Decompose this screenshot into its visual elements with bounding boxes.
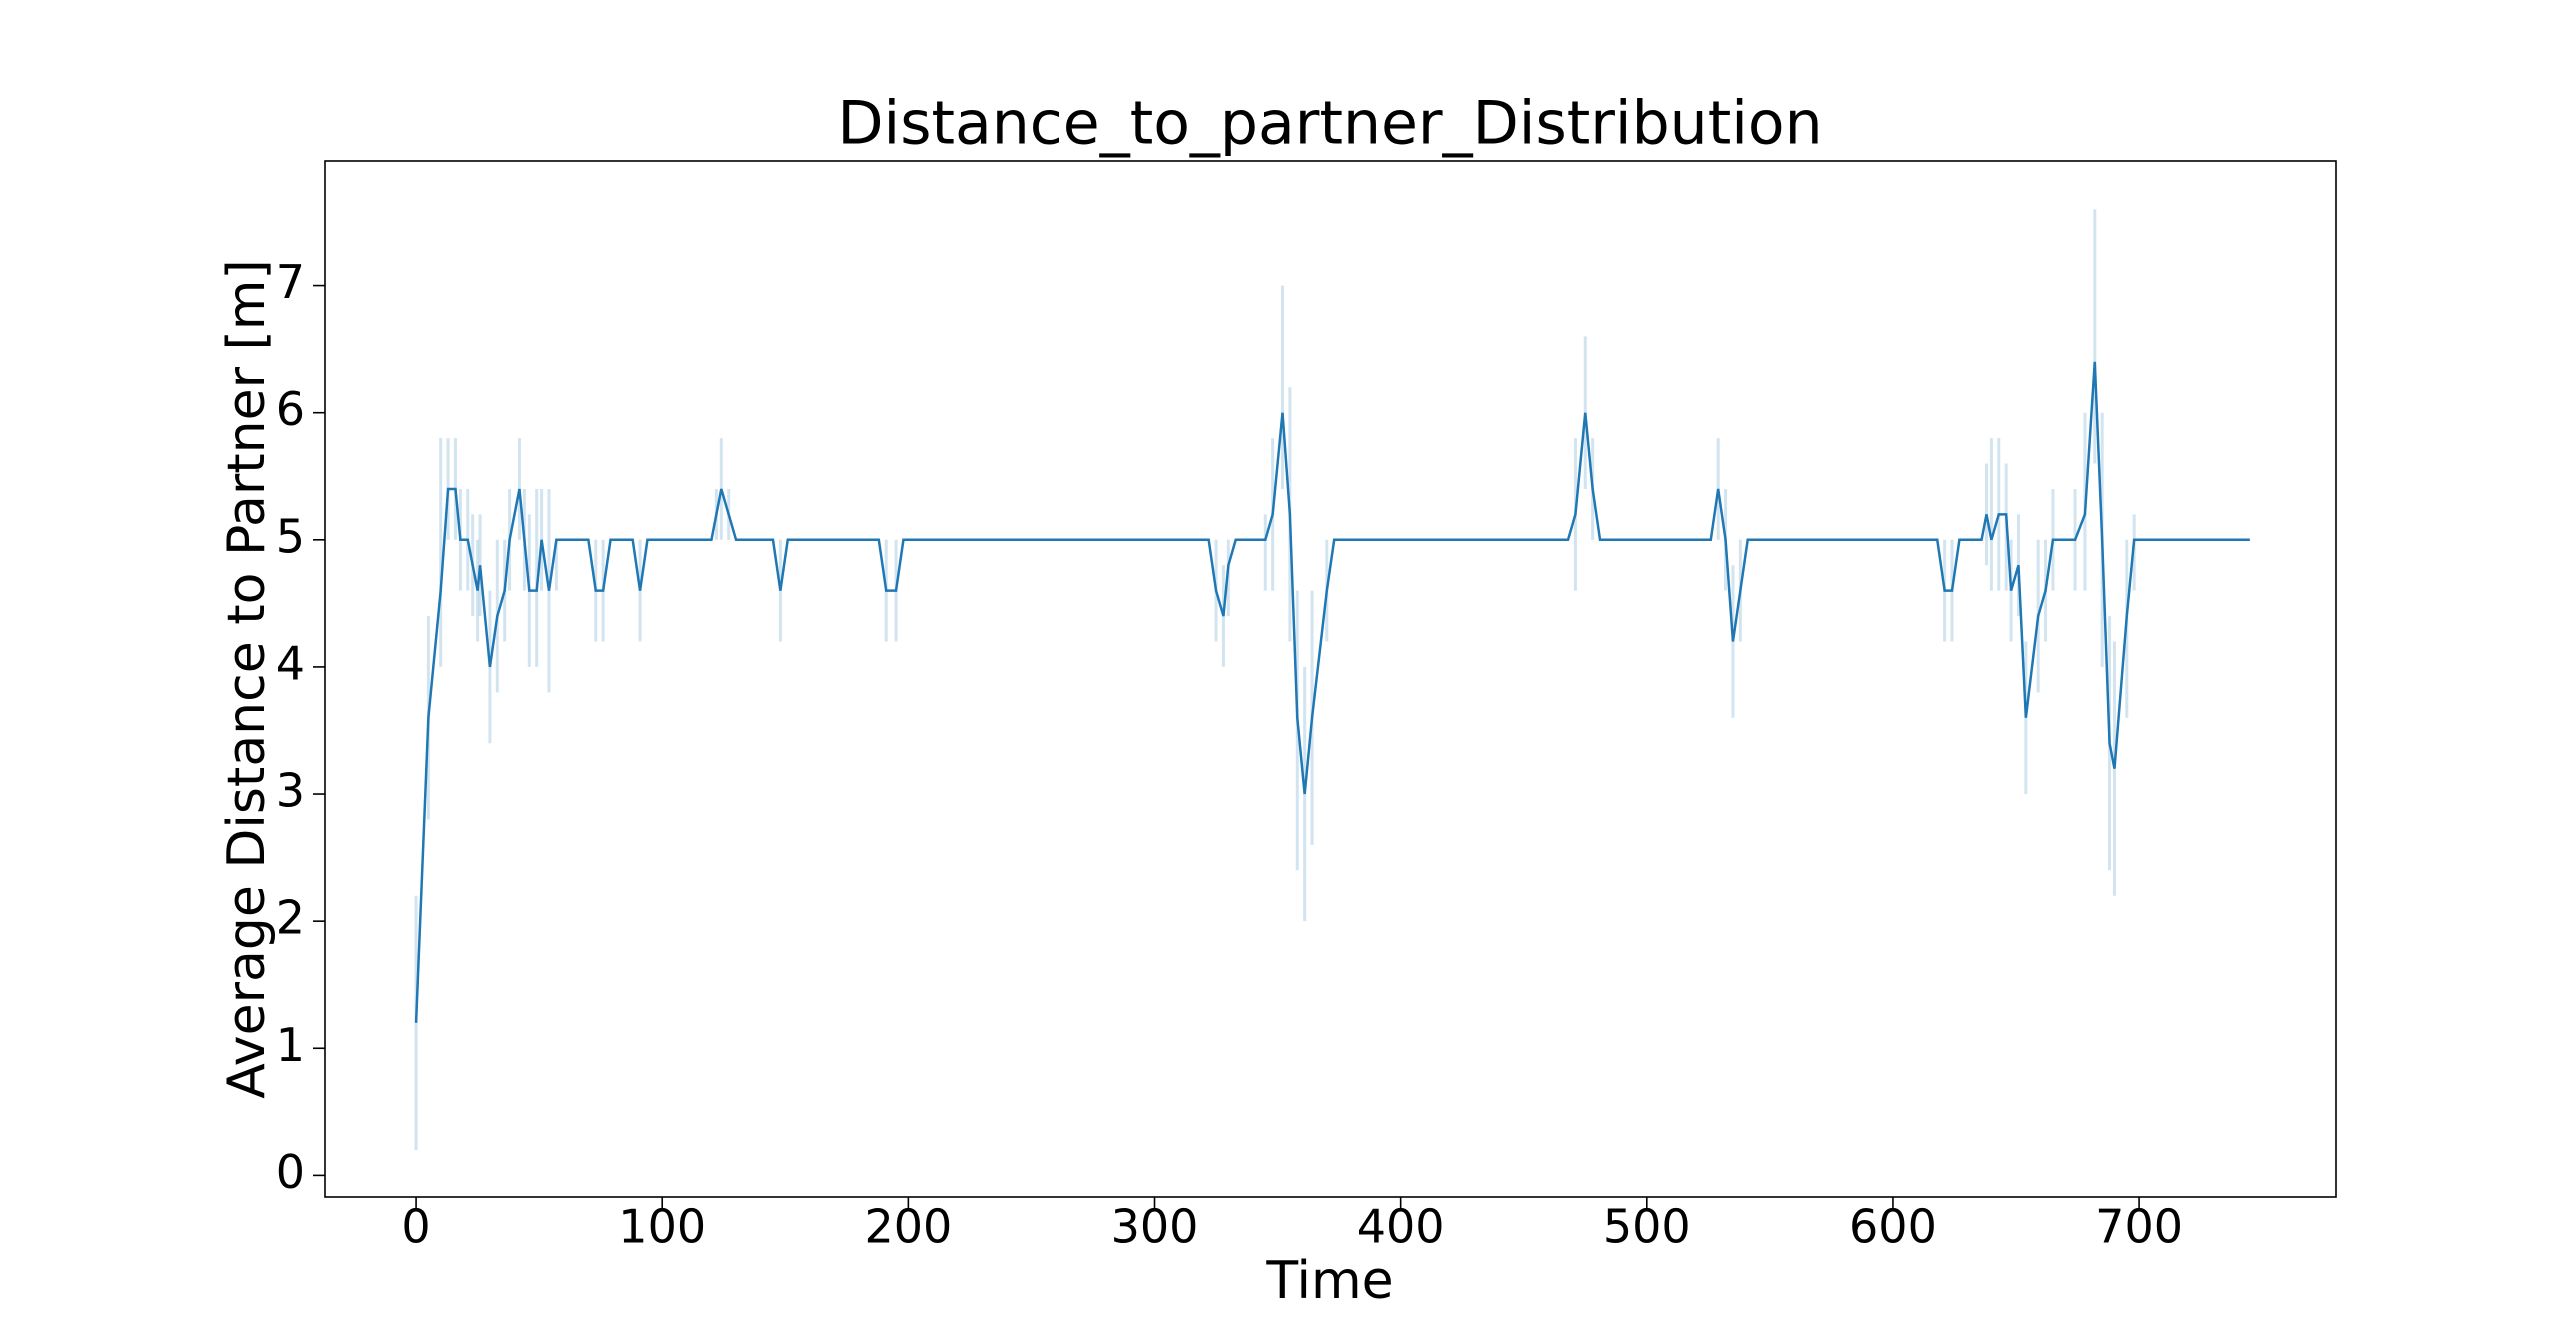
y-axis-label: Average Distance to Partner [m] — [217, 259, 277, 1098]
y-tick-label: 4 — [276, 636, 305, 690]
x-tick-label: 200 — [864, 1200, 952, 1254]
x-tick-label: 0 — [401, 1200, 430, 1254]
y-tick-label: 5 — [276, 509, 305, 563]
line — [414, 361, 2250, 1023]
x-tick-label: 700 — [2095, 1200, 2183, 1254]
y-tick-label: 7 — [276, 255, 305, 309]
x-axis-label: Time — [1265, 1251, 1393, 1311]
x-tick-label: 100 — [618, 1200, 706, 1254]
y-tick-label: 0 — [276, 1145, 305, 1199]
x-tick-label: 500 — [1603, 1200, 1691, 1254]
chart-title: Distance_to_partner_Distribution — [837, 89, 1822, 159]
x-tick-label: 600 — [1849, 1200, 1937, 1254]
x-tick-label: 300 — [1111, 1200, 1199, 1254]
y-tick-label: 6 — [276, 382, 305, 436]
plot-frame — [324, 160, 2337, 1198]
y-tick-label: 3 — [276, 764, 305, 818]
y-tick-label: 2 — [276, 891, 305, 945]
x-tick-label: 400 — [1357, 1200, 1445, 1254]
y-tick-label: 1 — [276, 1018, 305, 1072]
